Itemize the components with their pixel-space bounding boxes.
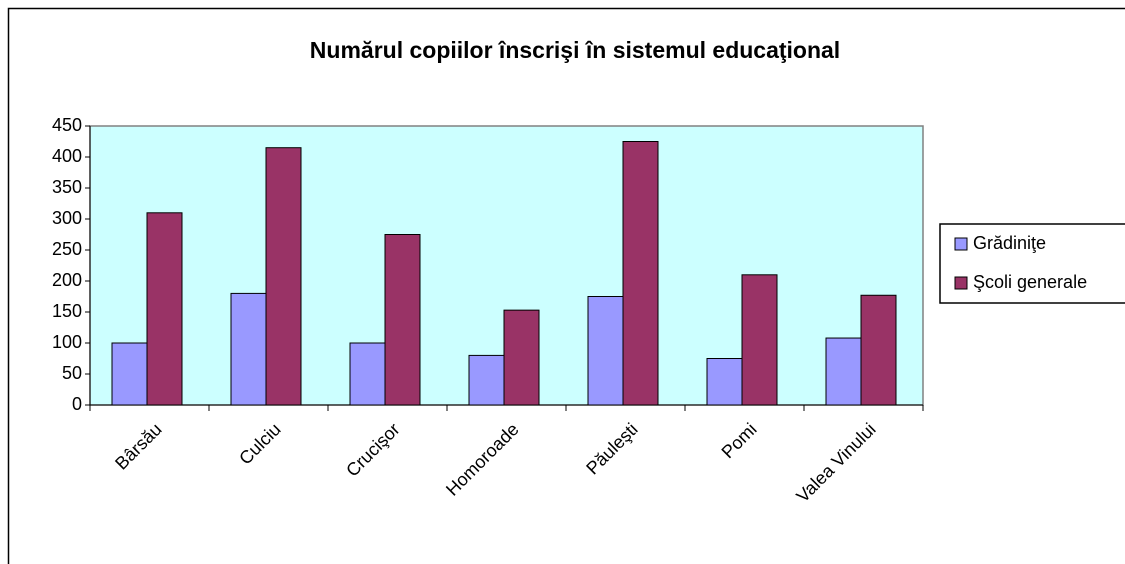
bar xyxy=(622,141,659,406)
bar xyxy=(825,337,862,406)
bar xyxy=(468,354,505,406)
bar xyxy=(111,342,148,406)
y-tick-label: 300 xyxy=(52,208,82,228)
legend-swatch xyxy=(954,276,968,290)
y-tick-label: 400 xyxy=(52,146,82,166)
y-tick-label: 50 xyxy=(62,363,82,383)
bar xyxy=(503,309,540,406)
bar xyxy=(349,342,386,406)
y-tick-label: 100 xyxy=(52,332,82,352)
y-tick-label: 450 xyxy=(52,115,82,135)
bar xyxy=(860,294,897,406)
y-tick-label: 0 xyxy=(72,394,82,414)
legend-swatch xyxy=(954,237,968,251)
chart-title: Numărul copiilor înscrişi în sistemul ed… xyxy=(310,37,840,63)
legend-label: Şcoli generale xyxy=(973,272,1087,292)
bar xyxy=(146,212,183,406)
legend-label: Grădiniţe xyxy=(973,233,1046,253)
bar xyxy=(706,358,743,406)
bar xyxy=(230,292,267,406)
bar xyxy=(741,274,778,406)
bar xyxy=(587,296,624,406)
legend-box xyxy=(939,223,1125,304)
y-tick-label: 150 xyxy=(52,301,82,321)
y-tick-label: 200 xyxy=(52,270,82,290)
y-tick-label: 350 xyxy=(52,177,82,197)
y-tick-label: 250 xyxy=(52,239,82,259)
bar xyxy=(265,147,302,406)
bar xyxy=(384,234,421,406)
